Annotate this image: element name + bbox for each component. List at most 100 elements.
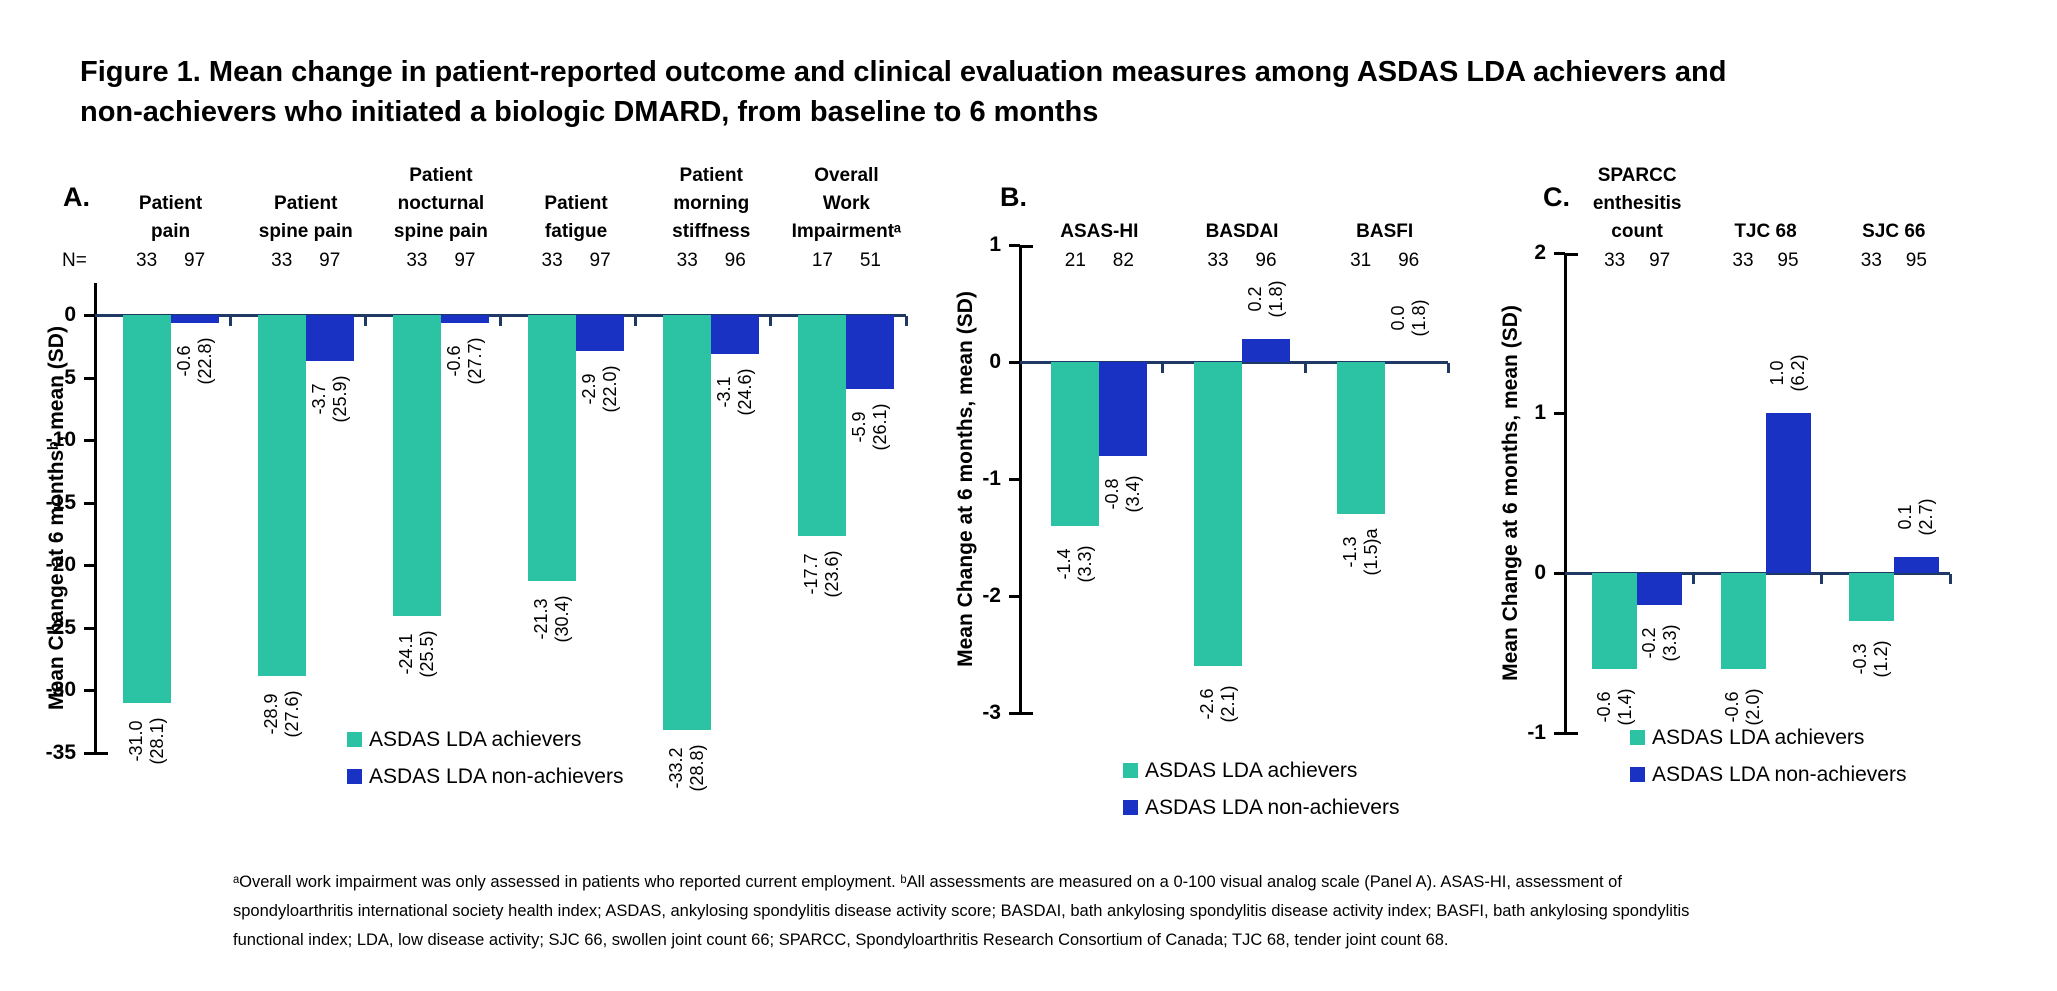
- panel-C-y-tick-label: 2: [1534, 241, 1546, 264]
- panel-B-y-tick: [1009, 478, 1020, 481]
- panel-A-bar-achiever: [257, 315, 306, 677]
- panel-A-n-non-achievers: 97: [184, 250, 206, 271]
- panel-B-y-tick-label: 1: [989, 233, 1001, 256]
- panel-A-y-tick: [84, 501, 95, 505]
- panel-B-bar-label-non_achiever-text: 0.0 (1.8): [1387, 299, 1429, 337]
- panel-C-bar-non_achiever: [1637, 573, 1683, 605]
- panel-B-axis-bottom-cap: [1020, 712, 1033, 715]
- panel-A-y-tick: [84, 376, 95, 380]
- panel-A-n-non-achievers: 97: [589, 250, 611, 271]
- panel-A-y-tick: [84, 314, 95, 317]
- panel-C-bar-label-non_achiever-text: 0.1 (2.7): [1895, 498, 1937, 536]
- panel-C-col-header: SPARCC enthesitis count: [1573, 154, 1701, 246]
- panel-A-y-tick: [84, 439, 95, 442]
- panel-B-legend-label-achievers: ASDAS LDA achievers: [1145, 759, 1358, 782]
- panel-A-legend-swatch-non-achievers: [347, 769, 362, 784]
- panel-B-n-achievers: 21: [1064, 250, 1086, 271]
- panel-A-y-tick: [84, 564, 95, 567]
- panel-A-bar-label-non_achiever-text: -3.1 (24.6): [714, 368, 756, 416]
- panel-C-bar-label-achiever-text: -0.6 (1.4): [1593, 688, 1635, 726]
- panel-A-n-non-achievers: 97: [319, 250, 341, 271]
- panel-A-bar-achiever: [392, 315, 441, 617]
- panel-B-y-axis-line: [1019, 245, 1022, 715]
- panel-A-bar-achiever: [798, 315, 847, 537]
- panel-A-bar-label-achiever-text: -24.1 (25.5): [395, 630, 437, 678]
- panel-B-n-non-achievers: 96: [1398, 250, 1420, 271]
- panel-C-bar-non_achiever: [1765, 413, 1811, 573]
- panel-C-x-tick: [1820, 574, 1824, 584]
- panel-B-n-non-achievers: 96: [1255, 250, 1277, 271]
- panel-A-n-non-achievers: 97: [454, 250, 476, 271]
- panel-A-n-achievers: 17: [811, 250, 833, 271]
- panel-C-col-header-text: SJC 66: [1862, 221, 1926, 242]
- panel-A-n-achievers: 33: [136, 250, 158, 271]
- panel-C-y-tick: [1554, 252, 1565, 255]
- panel-A-bar-label-non_achiever-text: -3.7 (25.9): [308, 375, 350, 423]
- panel-C-n-achievers: 33: [1604, 250, 1626, 271]
- panel-A-legend-label-achievers: ASDAS LDA achievers: [369, 728, 582, 751]
- panel-A-y-tick-label: -15: [45, 490, 76, 514]
- panel-C-n-achievers: 33: [1860, 250, 1882, 271]
- panel-C-col-header-text: SPARCC enthesitis count: [1592, 165, 1682, 242]
- panel-B-y-tick: [1009, 361, 1020, 364]
- panel-B-col-header-text: BASDAI: [1205, 221, 1279, 242]
- panel-A-bar-label-achiever-text: -21.3 (30.4): [531, 595, 573, 643]
- panel-C-y-tick: [1554, 732, 1565, 735]
- panel-B-col-header: BASDAI: [1171, 154, 1314, 246]
- panel-C-n-non-achievers: 95: [1777, 250, 1799, 271]
- panel-B-y-tick: [1009, 595, 1020, 598]
- panel-C-col-header: TJC 68: [1701, 154, 1829, 246]
- panel-A-col-header: Patient pain: [103, 154, 238, 246]
- panel-C-col-header-text: TJC 68: [1734, 221, 1797, 242]
- panel-A-bar-label-achiever-text: -33.2 (28.8): [666, 744, 708, 792]
- panel-A-y-tick-label: 0: [64, 303, 76, 326]
- panel-A-x-tick: [634, 316, 638, 326]
- panel-A-bar-non_achiever: [576, 315, 625, 352]
- panel-B-col-header: BASFI: [1313, 154, 1456, 246]
- panel-A-bar-label-achiever-text: -17.7 (23.6): [801, 550, 843, 598]
- panel-A-bar-achiever: [528, 315, 577, 582]
- panel-C-y-tick: [1554, 572, 1565, 575]
- panel-A-legend-swatch-achievers: [347, 732, 362, 747]
- panel-A-y-tick: [84, 626, 95, 630]
- panel-A-y-axis-line: [94, 283, 97, 755]
- panel-C-y-axis-title-text: Mean Change at 6 months, mean (SD): [1499, 305, 1522, 681]
- panel-B-n-achievers: 33: [1207, 250, 1229, 271]
- figure-footnote: ᵃOverall work impairment was only assess…: [233, 873, 1690, 949]
- panel-A-col-header-text: Patient spine pain: [258, 193, 353, 242]
- panel-A-y-tick-label: -20: [45, 553, 76, 576]
- panel-C-y-tick-label: -1: [1527, 721, 1546, 744]
- panel-C-bar-label-non_achiever-text: 1.0 (6.2): [1767, 354, 1808, 392]
- panel-C-axis-bottom-cap: [1565, 732, 1578, 735]
- panel-B-legend-swatch-achievers: [1123, 763, 1138, 778]
- panel-B-bar-label-achiever-text: -1.3 (1.5)a: [1339, 528, 1381, 576]
- panel-C-axis-top-cap: [1565, 253, 1578, 256]
- panel-C-y-tick: [1554, 412, 1565, 415]
- panel-A-legend-label-non-achievers: ASDAS LDA non-achievers: [369, 765, 624, 788]
- panel-A-axis-bottom-cap: [95, 751, 108, 755]
- panel-A-col-header: Patient fatigue: [509, 154, 644, 246]
- panel-C-x-tick: [1948, 574, 1952, 584]
- panel-B-y-tick: [1009, 244, 1020, 247]
- panel-C-n-non-achievers: 95: [1905, 250, 1927, 271]
- figure-title: Figure 1. Mean change in patient-reporte…: [80, 56, 1727, 129]
- panel-A-col-header: Patient spine pain: [238, 154, 373, 246]
- panel-A-y-tick-label: -10: [45, 428, 76, 451]
- panel-A-bar-label-non_achiever-text: -5.9 (26.1): [849, 403, 891, 451]
- panel-B-label: B.: [1000, 182, 1027, 212]
- panel-C-y-tick-label: 0: [1534, 561, 1546, 584]
- panel-C-bar-non_achiever: [1893, 557, 1939, 573]
- panel-B-col-header-text: BASFI: [1356, 221, 1414, 242]
- panel-B-x-tick: [1161, 363, 1165, 373]
- panel-A-bar-achiever: [122, 315, 171, 703]
- panel-C-legend-swatch-non-achievers: [1630, 767, 1645, 782]
- panel-A-x-tick: [769, 316, 773, 326]
- panel-A-baseline: [95, 314, 906, 317]
- panel-B-x-tick: [1303, 363, 1307, 373]
- panel-A-col-header-text: Patient pain: [138, 193, 203, 242]
- panel-A-bar-achiever: [663, 315, 712, 730]
- panel-B-bar-non_achiever: [1099, 362, 1148, 456]
- panel-A-col-header: Overall Work Impairmentᵃ: [779, 154, 914, 246]
- panel-A-y-tick-label: -25: [45, 615, 76, 639]
- panel-C-bar-achiever: [1592, 573, 1638, 669]
